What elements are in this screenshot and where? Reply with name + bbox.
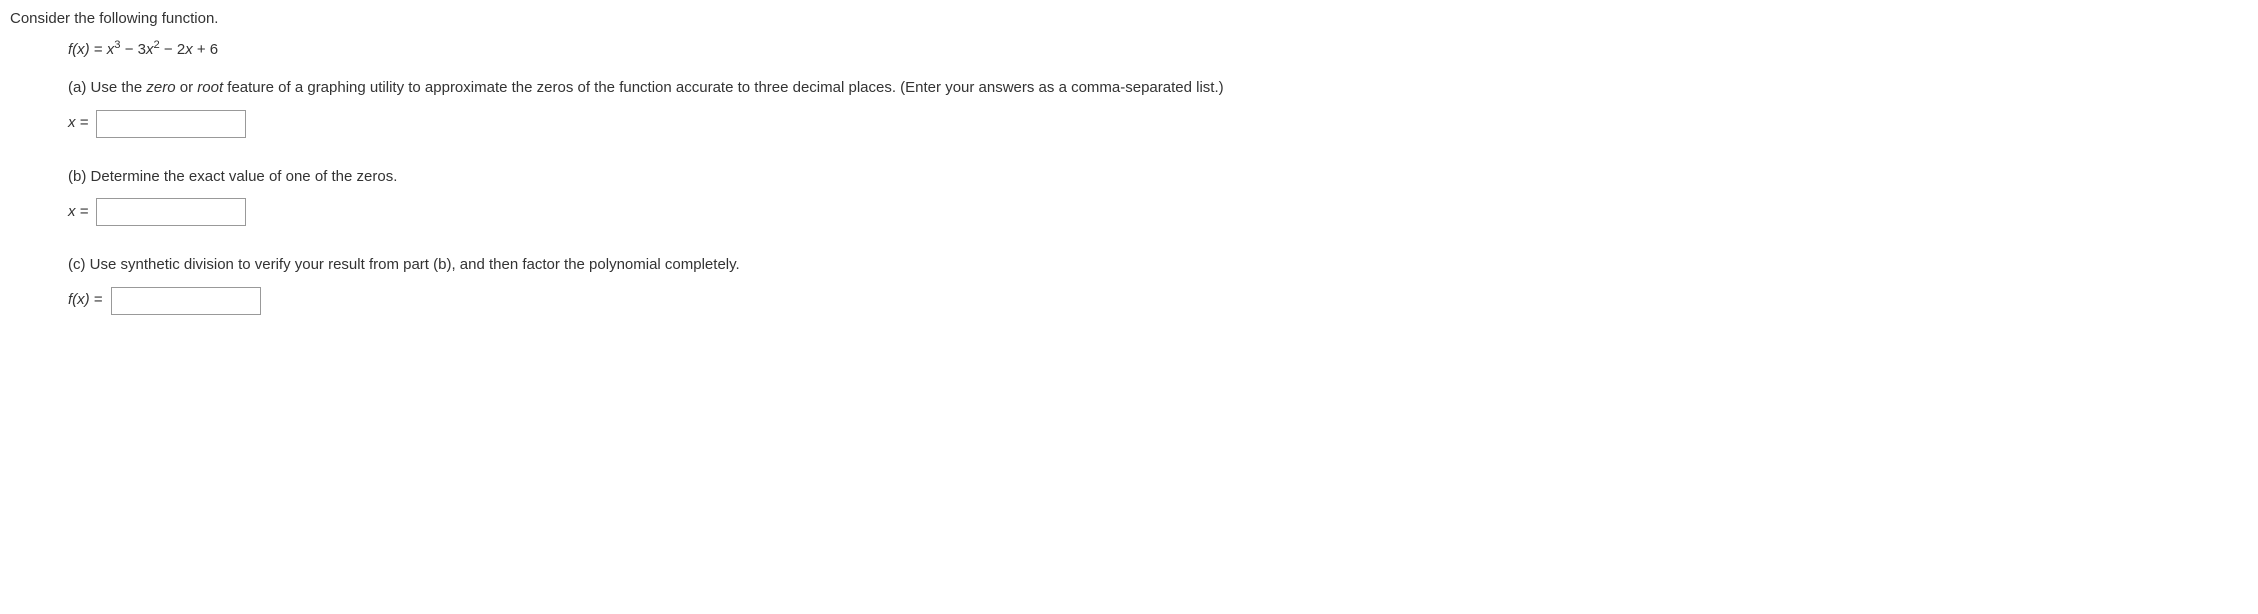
part-a: (a) Use the zero or root feature of a gr… bbox=[68, 77, 2248, 138]
part-b-answer-input[interactable] bbox=[96, 198, 246, 226]
part-a-label: (a) bbox=[68, 79, 86, 96]
part-b: (b) Determine the exact value of one of … bbox=[68, 166, 2248, 227]
part-c-answer-row: f(x) = bbox=[68, 287, 2248, 315]
part-a-italic-root: root bbox=[197, 79, 223, 96]
part-a-italic-zero: zero bbox=[146, 79, 175, 96]
part-a-answer-row: x = bbox=[68, 110, 2248, 138]
part-a-text: (a) Use the zero or root feature of a gr… bbox=[68, 77, 2248, 100]
part-c-answer-label: f(x) = bbox=[68, 289, 103, 312]
equation-rhs: x3 − 3x2 − 2x + 6 bbox=[107, 41, 218, 58]
problem-intro: Consider the following function. bbox=[10, 8, 2248, 31]
part-b-text: (b) Determine the exact value of one of … bbox=[68, 166, 2248, 189]
part-c: (c) Use synthetic division to verify you… bbox=[68, 254, 2248, 315]
part-a-mid: or bbox=[176, 79, 198, 96]
part-c-label: (c) bbox=[68, 256, 86, 273]
part-a-prefix: Use the bbox=[91, 79, 147, 96]
part-a-suffix: feature of a graphing utility to approxi… bbox=[223, 79, 1224, 96]
part-b-answer-row: x = bbox=[68, 198, 2248, 226]
equation-lhs: f(x) bbox=[68, 41, 90, 58]
part-c-text: (c) Use synthetic division to verify you… bbox=[68, 254, 2248, 277]
function-equation: f(x) = x3 − 3x2 − 2x + 6 bbox=[68, 39, 2248, 62]
part-c-answer-input[interactable] bbox=[111, 287, 261, 315]
equation-eq: = bbox=[94, 41, 107, 58]
part-a-answer-label: x = bbox=[68, 112, 88, 135]
part-c-body: Use synthetic division to verify your re… bbox=[90, 256, 740, 273]
part-b-label: (b) bbox=[68, 168, 86, 185]
part-b-body: Determine the exact value of one of the … bbox=[91, 168, 398, 185]
part-a-answer-input[interactable] bbox=[96, 110, 246, 138]
part-b-answer-label: x = bbox=[68, 201, 88, 224]
